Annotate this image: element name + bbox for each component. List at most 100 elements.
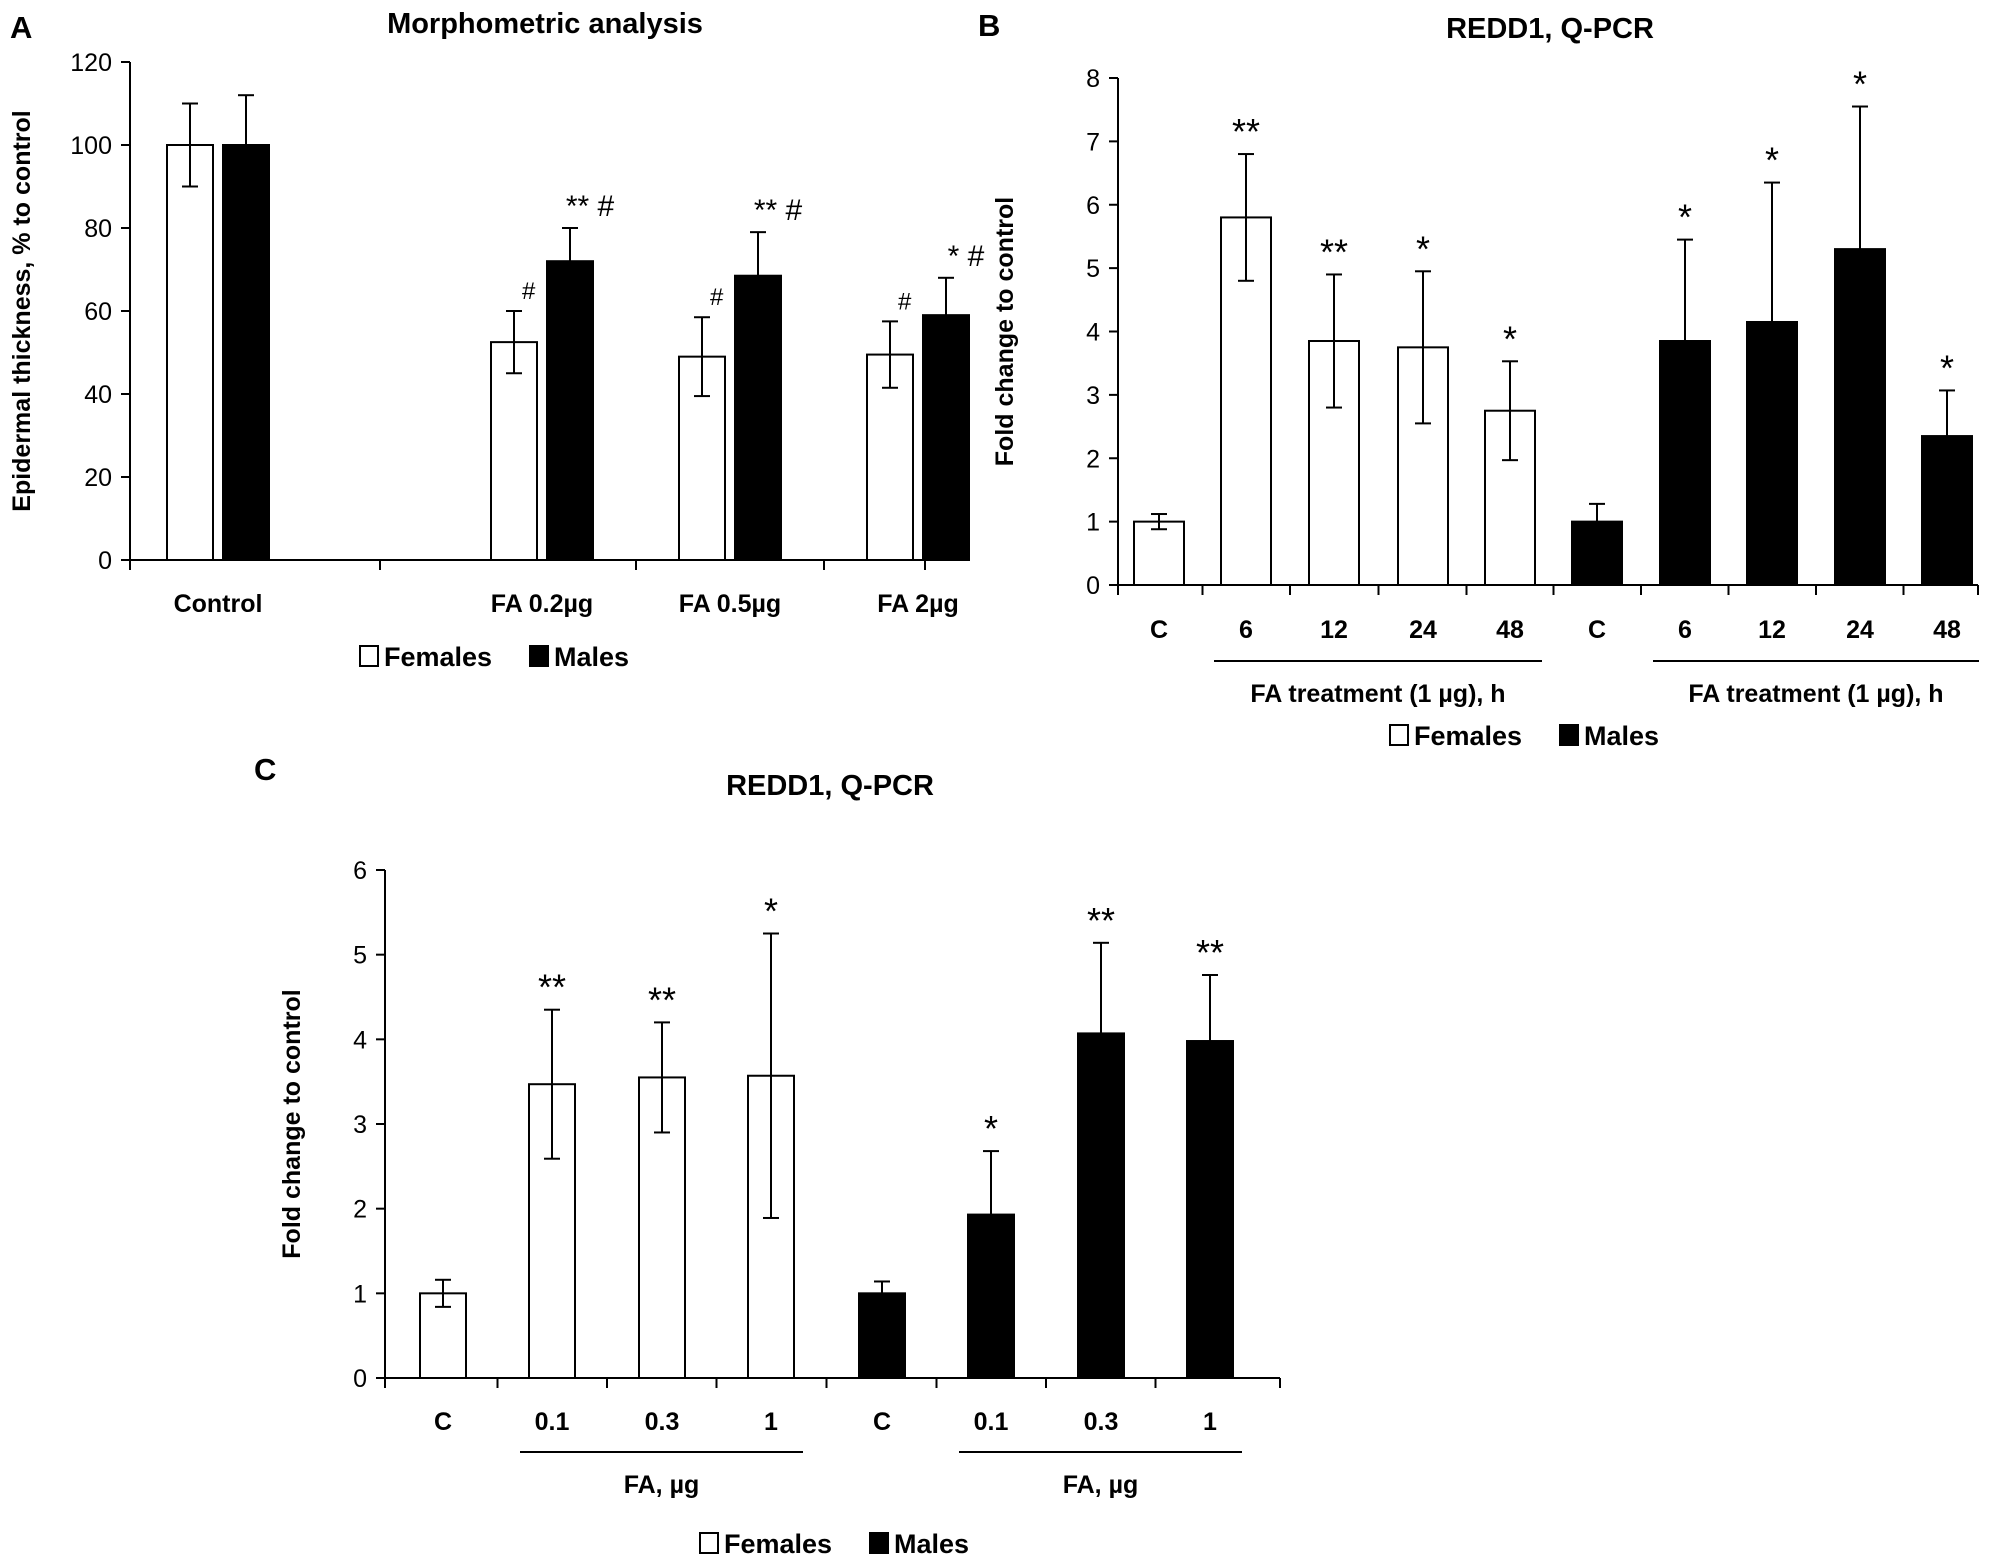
y-tick-label: 80 bbox=[84, 215, 112, 243]
significance-mark: ** # bbox=[566, 190, 615, 223]
bar bbox=[734, 274, 782, 561]
x-tick-label: 24 bbox=[1409, 616, 1437, 644]
x-tick-label: 12 bbox=[1320, 616, 1348, 644]
significance-mark: ** bbox=[1087, 900, 1115, 941]
x-tick-label: C bbox=[873, 1408, 891, 1436]
y-axis-label: Fold change to control bbox=[278, 989, 306, 1258]
bar bbox=[546, 260, 594, 561]
x-tick-label: 48 bbox=[1933, 616, 1961, 644]
chart-title: REDD1, Q-PCR bbox=[726, 770, 934, 802]
y-tick-label: 2 bbox=[353, 1196, 367, 1224]
x-tick-label: Control bbox=[174, 590, 263, 618]
y-tick-label: 4 bbox=[353, 1026, 367, 1054]
y-tick-label: 5 bbox=[1086, 255, 1100, 283]
y-tick-label: 8 bbox=[1086, 65, 1100, 93]
significance-mark: * bbox=[1678, 197, 1692, 238]
significance-mark: * bbox=[764, 891, 778, 932]
significance-mark: * bbox=[1416, 228, 1430, 269]
x-tick-label: C bbox=[434, 1408, 452, 1436]
y-tick-label: 0 bbox=[1086, 572, 1100, 600]
bar bbox=[490, 341, 538, 561]
x-tick-label: 6 bbox=[1678, 616, 1692, 644]
significance-mark: # bbox=[522, 278, 536, 305]
legend-swatch-males bbox=[869, 1532, 889, 1554]
bar bbox=[166, 144, 214, 561]
x-tick-label: 1 bbox=[1203, 1408, 1217, 1436]
y-tick-label: 3 bbox=[1086, 382, 1100, 410]
group-label: FA treatment (1 µg), h bbox=[1688, 680, 1943, 708]
significance-mark: * bbox=[1503, 318, 1517, 359]
significance-mark: * # bbox=[948, 240, 985, 273]
x-tick-label: 0.3 bbox=[1084, 1408, 1119, 1436]
x-tick-label: 12 bbox=[1758, 616, 1786, 644]
legend-label-females: Females bbox=[724, 1529, 832, 1559]
legend-swatch-females bbox=[699, 1532, 719, 1554]
group-label: FA, µg bbox=[1063, 1471, 1139, 1499]
significance-mark: * bbox=[984, 1108, 998, 1149]
significance-mark: ** # bbox=[754, 194, 803, 227]
y-tick-label: 4 bbox=[1086, 319, 1100, 347]
x-tick-label: C bbox=[1588, 616, 1606, 644]
x-tick-label: 0.1 bbox=[535, 1408, 570, 1436]
chart-title: Morphometric analysis bbox=[387, 8, 703, 40]
y-tick-label: 0 bbox=[98, 547, 112, 575]
bar bbox=[1133, 520, 1185, 586]
y-tick-label: 120 bbox=[70, 49, 112, 77]
bar bbox=[922, 314, 970, 561]
legend-swatch-females bbox=[1389, 724, 1409, 746]
x-tick-label: 48 bbox=[1496, 616, 1524, 644]
legend-swatch-males bbox=[1559, 724, 1579, 746]
y-tick-label: 2 bbox=[1086, 445, 1100, 473]
x-tick-label: C bbox=[1150, 616, 1168, 644]
y-tick-label: 100 bbox=[70, 132, 112, 160]
panel-label-a: A bbox=[10, 10, 32, 45]
significance-mark: ** bbox=[648, 979, 676, 1020]
significance-mark: ** bbox=[538, 967, 566, 1008]
y-axis-label: Epidermal thickness, % to control bbox=[8, 110, 36, 511]
x-tick-label: FA 0.2µg bbox=[491, 590, 593, 618]
y-tick-label: 7 bbox=[1086, 128, 1100, 156]
group-label: FA treatment (1 µg), h bbox=[1250, 680, 1505, 708]
x-tick-label: FA 0.5µg bbox=[679, 590, 781, 618]
x-tick-label: 6 bbox=[1239, 616, 1253, 644]
significance-mark: * bbox=[1853, 64, 1867, 105]
significance-mark: # bbox=[710, 284, 724, 311]
y-axis-label: Fold change to control bbox=[991, 197, 1019, 466]
y-tick-label: 3 bbox=[353, 1111, 367, 1139]
chart-title: REDD1, Q-PCR bbox=[1446, 13, 1654, 45]
y-tick-label: 60 bbox=[84, 298, 112, 326]
panel-label-b: B bbox=[978, 8, 1000, 43]
bar bbox=[222, 144, 270, 561]
x-tick-label: FA 2µg bbox=[877, 590, 959, 618]
y-tick-label: 6 bbox=[353, 857, 367, 885]
legend-label-males: Males bbox=[554, 642, 629, 672]
significance-mark: ** bbox=[1232, 111, 1260, 152]
legend-swatch-females bbox=[359, 645, 379, 667]
y-tick-label: 6 bbox=[1086, 192, 1100, 220]
y-tick-label: 1 bbox=[353, 1280, 367, 1308]
legend-label-males: Males bbox=[894, 1529, 969, 1559]
legend-label-males: Males bbox=[1584, 721, 1659, 751]
legend-swatch-males bbox=[529, 645, 549, 667]
significance-mark: ** bbox=[1196, 932, 1224, 973]
significance-mark: ** bbox=[1320, 231, 1348, 272]
y-tick-label: 1 bbox=[1086, 509, 1100, 537]
y-tick-label: 40 bbox=[84, 381, 112, 409]
significance-mark: # bbox=[898, 288, 912, 315]
significance-mark: * bbox=[1765, 140, 1779, 181]
chart-panel-a: A Morphometric analysis Epidermal thicknes… bbox=[8, 8, 985, 672]
legend-label-females: Females bbox=[1414, 721, 1522, 751]
y-tick-label: 20 bbox=[84, 464, 112, 492]
y-tick-label: 0 bbox=[353, 1365, 367, 1393]
legend-label-females: Females bbox=[384, 642, 492, 672]
group-label: FA, µg bbox=[624, 1471, 700, 1499]
chart-panel-c: C REDD1, Q-PCR Fold change to control 0 1 2 3 4… bbox=[254, 752, 1281, 1559]
x-tick-label: 0.1 bbox=[974, 1408, 1009, 1436]
x-tick-label: 24 bbox=[1846, 616, 1874, 644]
x-tick-label: 1 bbox=[764, 1408, 778, 1436]
panel-label-c: C bbox=[254, 752, 276, 787]
significance-mark: * bbox=[1940, 347, 1954, 388]
x-tick-label: 0.3 bbox=[645, 1408, 680, 1436]
